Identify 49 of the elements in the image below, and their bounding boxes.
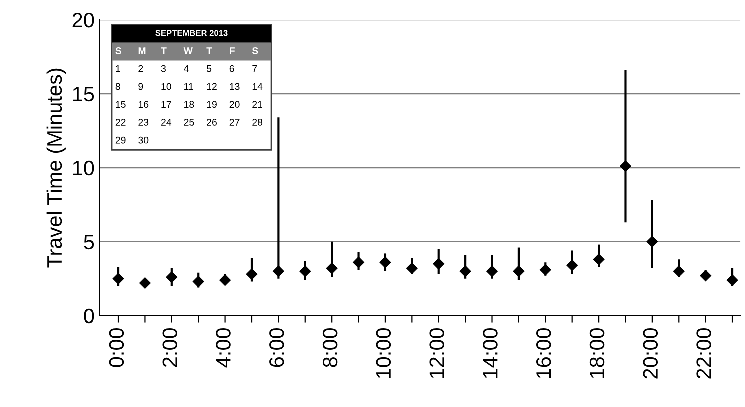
x-tick-label: 8:00 (322, 328, 338, 368)
y-axis-title: Travel Time (Minutes) (46, 68, 66, 268)
x-tick-label: 4:00 (216, 328, 231, 368)
x-tick-label: 10:00 (376, 328, 392, 378)
point (433, 258, 444, 270)
x-tick-label: 16:00 (536, 328, 552, 378)
text: S M T W T F S (116, 48, 258, 54)
x-tick-label: 18:00 (590, 328, 605, 378)
point (246, 268, 258, 280)
point (166, 272, 178, 283)
point (513, 266, 525, 278)
point (353, 256, 364, 268)
point (300, 266, 311, 278)
y-tick-label: 20 (72, 12, 94, 28)
point (326, 262, 338, 274)
text: 29 30 (116, 136, 149, 144)
point (140, 278, 151, 289)
x-tick-label: 20:00 (643, 328, 658, 379)
y-tick-label: 10 (73, 160, 94, 176)
point (406, 262, 418, 274)
text: 8 9 10 11 12 13 14 (116, 83, 263, 90)
text: 22 23 24 25 26 27 28 (116, 119, 263, 126)
point (540, 264, 552, 276)
annotation: SEPTEMBER 2013 (156, 30, 228, 36)
point (193, 276, 204, 288)
point (726, 274, 738, 286)
point (700, 270, 712, 282)
point (112, 273, 124, 284)
x-tick-label: 0:00 (109, 328, 124, 368)
y-tick-label: 0 (84, 308, 94, 324)
text: 15 16 17 18 19 20 21 (116, 101, 263, 108)
point (674, 266, 685, 278)
point (380, 256, 392, 268)
point (566, 260, 578, 272)
x-tick-label: 22:00 (696, 328, 712, 379)
point (646, 236, 658, 248)
text: 1 2 3 4 5 6 7 (116, 65, 258, 72)
point (620, 160, 632, 172)
point (593, 254, 605, 266)
y-tick-label: 15 (73, 87, 94, 102)
point (486, 266, 498, 278)
x-tick-label: 12:00 (430, 328, 444, 378)
point (220, 274, 231, 286)
x-tick-label: 2:00 (162, 328, 178, 368)
x-tick-label: 6:00 (270, 328, 284, 368)
point (460, 266, 472, 278)
point (273, 266, 284, 278)
x-tick-label: 14:00 (483, 328, 498, 378)
y-tick-label: 5 (84, 235, 94, 250)
